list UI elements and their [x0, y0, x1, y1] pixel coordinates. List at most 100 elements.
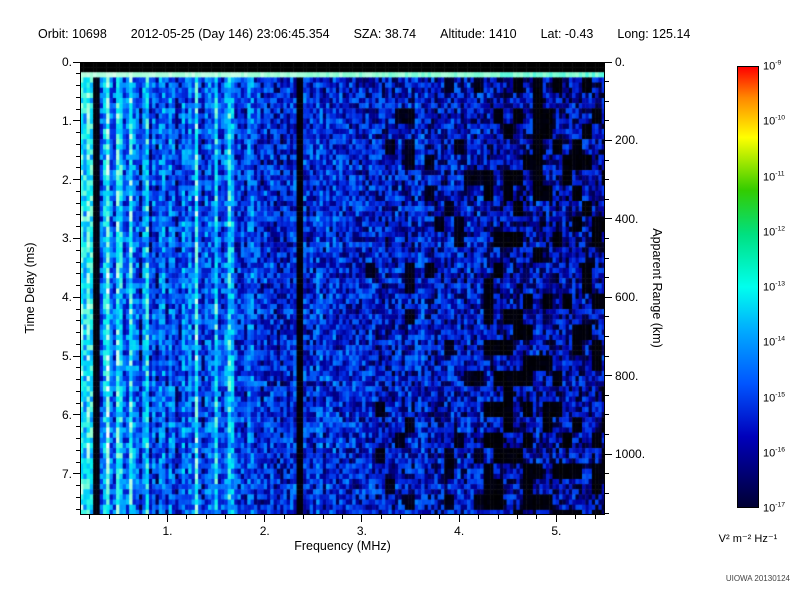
y-minor-tick	[76, 96, 80, 98]
x-minor-tick	[225, 515, 227, 519]
range-tick-label: 0.	[615, 55, 626, 69]
x-minor-tick	[517, 515, 518, 519]
range-minor-tick	[605, 473, 609, 475]
range-major-tick	[605, 375, 612, 377]
y-minor-tick	[76, 214, 80, 216]
y-tick-label: 1.	[61, 113, 72, 128]
y-minor-tick	[76, 190, 80, 192]
range-minor-tick	[605, 159, 609, 161]
y-minor-tick	[76, 155, 80, 157]
y-tick-label: 0.	[61, 55, 72, 69]
colorbar	[737, 66, 759, 508]
range-major-tick	[605, 139, 612, 141]
y-minor-tick	[76, 379, 80, 381]
range-minor-tick	[605, 179, 609, 181]
x-tick-label: 2.	[259, 524, 270, 538]
colorbar-tick-label: 10-13	[763, 280, 786, 294]
orbit-field: Orbit: 10698	[38, 27, 107, 41]
x-minor-tick	[186, 515, 188, 519]
y-minor-tick	[76, 285, 80, 287]
x-major-tick	[361, 515, 363, 522]
colorbar-tick-label: 10-14	[763, 335, 786, 349]
x-major-tick	[555, 515, 557, 522]
range-minor-tick	[605, 277, 609, 279]
y-minor-tick	[76, 143, 80, 145]
range-minor-tick	[605, 316, 609, 318]
range-tick-label: 200.	[615, 133, 639, 148]
x-minor-tick	[89, 515, 91, 519]
y-minor-tick	[76, 367, 80, 369]
x-minor-tick	[380, 515, 382, 519]
x-tick-label: 4.	[454, 524, 465, 538]
range-minor-tick	[605, 120, 609, 122]
long-field: Long: 125.14	[617, 27, 691, 41]
y-tick-label: 5.	[61, 349, 72, 364]
y-minor-tick	[76, 508, 80, 510]
y-minor-tick	[76, 273, 80, 275]
range-tick-label: 600.	[615, 290, 639, 305]
x-major-tick	[167, 515, 168, 522]
range-minor-tick	[605, 355, 609, 357]
y-major-tick	[73, 355, 80, 357]
sza-field: SZA: 38.74	[353, 27, 417, 41]
y-minor-tick	[76, 226, 80, 228]
y-tick-label: 4.	[61, 290, 72, 305]
range-minor-tick	[605, 414, 609, 416]
y-minor-tick	[76, 438, 80, 440]
y-minor-tick	[76, 449, 80, 451]
x-minor-tick	[205, 515, 207, 519]
y-minor-tick	[76, 308, 80, 310]
y-minor-tick	[76, 85, 80, 87]
altitude-field: Altitude: 1410	[440, 27, 517, 41]
x-minor-tick	[322, 515, 324, 519]
x-minor-tick	[439, 515, 441, 519]
range-minor-tick	[605, 100, 609, 102]
y-minor-tick	[76, 167, 80, 169]
range-minor-tick	[605, 434, 609, 436]
x-major-tick	[264, 515, 266, 522]
y-minor-tick	[76, 343, 80, 345]
y-minor-tick	[76, 390, 80, 392]
colorbar-tick-label: 10-15	[763, 391, 786, 404]
y-minor-tick	[76, 485, 80, 487]
x-minor-tick	[244, 515, 246, 519]
y-major-tick	[73, 61, 80, 63]
y-minor-tick	[76, 332, 80, 334]
y-minor-tick	[76, 73, 80, 75]
y-minor-tick	[76, 426, 80, 428]
y-major-tick	[73, 296, 80, 298]
y-major-tick	[73, 414, 80, 416]
y-minor-tick	[76, 461, 80, 463]
y-tick-label: 3.	[61, 231, 72, 246]
colorbar-tick-label: 10-12	[763, 225, 786, 239]
x-tick-label: 5.	[551, 524, 562, 538]
range-minor-tick	[605, 81, 609, 83]
range-tick-label: 1000.	[615, 447, 646, 462]
range-major-tick	[605, 296, 612, 298]
x-minor-tick	[478, 515, 480, 519]
x-minor-tick	[283, 515, 285, 519]
colorbar-unit-label: V² m⁻² Hz⁻¹	[718, 533, 778, 545]
x-minor-tick	[303, 515, 305, 519]
range-minor-tick	[605, 336, 609, 338]
lat-field: Lat: -0.43	[540, 27, 594, 41]
range-minor-tick	[605, 198, 609, 200]
x-minor-tick	[128, 515, 130, 519]
y-major-tick	[73, 473, 80, 475]
range-major-tick	[605, 61, 612, 63]
x-axis-title: Frequency (MHz)	[294, 539, 391, 553]
y-tick-label: 2.	[61, 172, 72, 187]
y-minor-tick	[76, 261, 80, 263]
x-tick-label: 1.	[162, 524, 173, 538]
x-minor-tick	[497, 515, 499, 519]
y-minor-tick	[76, 202, 80, 204]
x-minor-tick	[108, 515, 110, 519]
y-major-tick	[73, 237, 80, 239]
x-minor-tick	[147, 515, 149, 519]
x-minor-tick	[342, 515, 343, 519]
y-major-tick	[73, 179, 80, 181]
range-minor-tick	[605, 512, 609, 514]
colorbar-tick-label: 10-11	[763, 170, 785, 183]
y-axis-title-right: Apparent Range (km)	[650, 228, 664, 348]
